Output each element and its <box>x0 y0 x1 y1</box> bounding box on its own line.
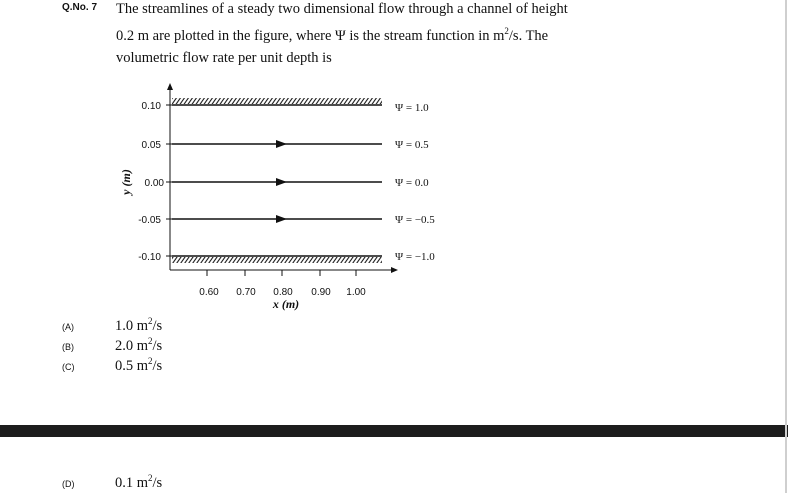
psi-label: Ψ = 1.0 <box>395 102 429 114</box>
divider-bar <box>0 425 788 437</box>
flow-arrow <box>276 215 287 223</box>
option-a-letter: (A) <box>62 322 74 332</box>
y-tick-label: 0.05 <box>142 140 162 151</box>
x-tick-label: 1.00 <box>346 287 366 298</box>
psi-label: Ψ = 0.5 <box>395 139 429 151</box>
y-axis-label: y (m) <box>119 169 133 197</box>
question-line-1: The streamlines of a steady two dimensio… <box>116 1 568 17</box>
option-c-letter: (C) <box>62 362 75 372</box>
x-tick-label: 0.80 <box>273 287 293 298</box>
option-a-text[interactable]: 1.0 m2/s <box>115 316 163 334</box>
right-border <box>785 0 787 493</box>
y-tick-label: -0.10 <box>138 252 161 263</box>
y-tick-label: -0.05 <box>138 215 161 226</box>
bottom-wall-hatch <box>172 257 382 263</box>
psi-label: Ψ = 0.0 <box>395 177 429 189</box>
option-c-text[interactable]: 0.5 m2/s <box>115 356 163 374</box>
psi-label: Ψ = −1.0 <box>395 251 435 263</box>
y-axis-arrow <box>167 83 173 90</box>
question-line-3: volumetric flow rate per unit depth is <box>116 49 332 66</box>
y-tick-label: 0.10 <box>142 101 162 112</box>
x-tick-label: 0.70 <box>236 287 256 298</box>
psi-label: Ψ = −0.5 <box>395 214 435 226</box>
top-wall-hatch <box>172 98 382 104</box>
x-axis-arrow <box>391 267 398 273</box>
option-d-letter: (D) <box>62 479 75 489</box>
question-number: Q.No. 7 <box>62 2 98 13</box>
option-b-text[interactable]: 2.0 m2/s <box>115 336 163 354</box>
flow-arrow <box>276 178 287 186</box>
question-line-2: 0.2 m are plotted in the figure, where Ψ… <box>116 26 549 44</box>
flow-arrow <box>276 140 287 148</box>
x-axis-label: x (m) <box>272 297 299 311</box>
option-d-text[interactable]: 0.1 m2/s <box>115 473 163 491</box>
x-tick-label: 0.90 <box>311 287 331 298</box>
option-b-letter: (B) <box>62 342 74 352</box>
y-tick-label: 0.00 <box>145 178 165 189</box>
question-text: The streamlines of a steady two dimensio… <box>116 0 576 69</box>
streamline-figure: 0.10 0.05 0.00 -0.05 -0.10 y (m) 0.60 0.… <box>119 83 435 311</box>
x-tick-label: 0.60 <box>199 287 219 298</box>
